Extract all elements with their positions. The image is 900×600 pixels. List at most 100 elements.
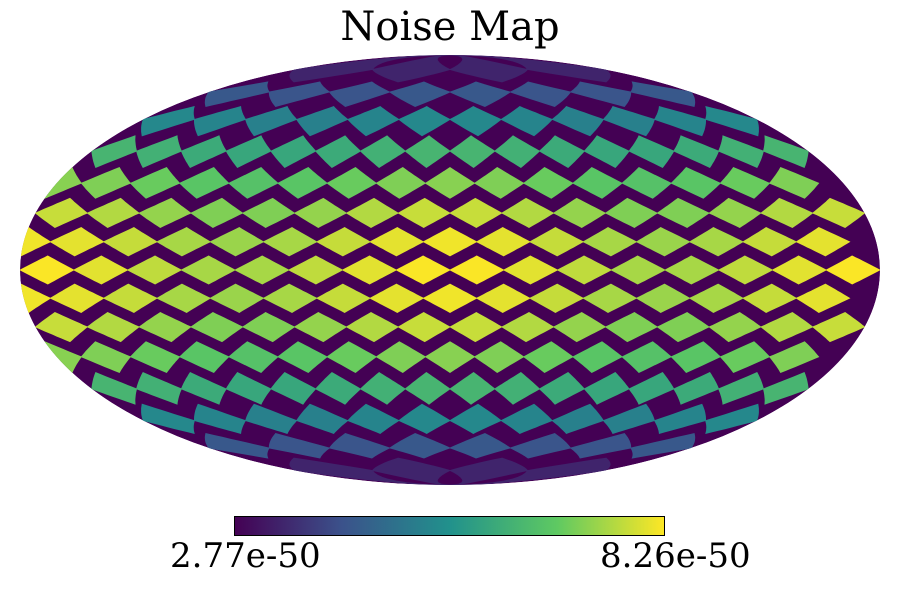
- map-cell: [509, 433, 572, 459]
- map-cell: [795, 227, 851, 257]
- map-cell: [388, 81, 452, 107]
- map-cell: [719, 341, 771, 373]
- map-cell: [572, 167, 623, 199]
- map-cell: [630, 81, 696, 107]
- map-cell: [34, 197, 89, 228]
- map-cell: [656, 312, 710, 343]
- map-cell: [341, 255, 398, 285]
- map-cell: [719, 167, 771, 199]
- map-cell: [204, 81, 270, 107]
- map-cell: [228, 341, 279, 373]
- map-cell: [708, 312, 762, 343]
- map-cell: [20, 227, 52, 257]
- map-cell: [448, 457, 529, 485]
- map-cell: [315, 135, 362, 168]
- map-cell: [475, 283, 531, 313]
- map-cell: [156, 283, 212, 313]
- map-cell: [190, 312, 244, 343]
- map-cell: [494, 135, 541, 168]
- map-cell: [422, 227, 478, 257]
- map-cell: [742, 227, 798, 257]
- map-cell: [86, 197, 140, 228]
- map-cell: [293, 197, 348, 228]
- map-cell: [397, 197, 451, 228]
- map-cell: [582, 283, 638, 313]
- map-cell: [80, 167, 132, 199]
- map-cell: [326, 167, 378, 199]
- map-cell: [500, 312, 555, 343]
- map-cell: [289, 55, 451, 83]
- map-cell: [102, 283, 158, 313]
- map-cell: [795, 283, 851, 313]
- map-cell: [209, 283, 265, 313]
- map-cell: [328, 433, 391, 459]
- map-cell: [551, 106, 605, 137]
- map-cell: [448, 55, 529, 83]
- map-cell: [295, 106, 349, 137]
- map-cell: [241, 197, 296, 228]
- map-cell: [375, 341, 427, 373]
- map-cell: [502, 255, 559, 285]
- map-cell: [448, 433, 512, 459]
- map-cell: [656, 197, 710, 228]
- map-cell: [49, 227, 105, 257]
- map-cell: [34, 312, 89, 343]
- map-cell: [289, 457, 451, 485]
- map-cell: [369, 283, 425, 313]
- map-cell: [268, 433, 331, 459]
- map-cell: [180, 255, 236, 285]
- map-cell: [80, 341, 132, 373]
- map-cell: [398, 106, 451, 137]
- map-cell: [388, 433, 452, 459]
- map-cell: [449, 312, 503, 343]
- map-cell: [20, 283, 52, 313]
- healpix-cells: [20, 55, 880, 485]
- map-cell: [180, 371, 227, 405]
- map-cell: [395, 255, 451, 285]
- map-cell: [449, 255, 505, 285]
- map-cell: [193, 403, 247, 435]
- map-cell: [241, 312, 296, 343]
- map-cell: [688, 227, 744, 257]
- map-cell: [610, 255, 666, 285]
- map-cell: [811, 197, 866, 228]
- chart-title: Noise Map: [340, 4, 560, 50]
- map-cell: [538, 372, 585, 405]
- map-cell: [494, 372, 541, 405]
- map-cell: [268, 81, 331, 107]
- map-cell: [664, 255, 720, 285]
- map-cell: [449, 372, 496, 405]
- map-cell: [328, 81, 391, 107]
- map-cell: [262, 283, 318, 313]
- map-cell: [225, 371, 272, 405]
- map-cell: [315, 227, 371, 257]
- map-cell: [768, 167, 820, 199]
- map-cell: [141, 403, 195, 435]
- map-cell: [509, 81, 572, 107]
- map-cell: [193, 105, 247, 137]
- map-cell: [178, 341, 230, 373]
- map-cell: [209, 227, 265, 257]
- map-cell: [473, 341, 525, 373]
- map-cell: [424, 167, 476, 199]
- map-cell: [369, 227, 425, 257]
- map-cell: [225, 135, 272, 169]
- map-cell: [397, 312, 451, 343]
- map-cell: [583, 135, 630, 168]
- map-cell: [424, 341, 476, 373]
- map-cell: [129, 167, 181, 199]
- map-cell: [569, 81, 632, 107]
- map-cell: [178, 167, 230, 199]
- map-cell: [326, 341, 378, 373]
- colorbar: [234, 516, 665, 536]
- colorbar-max-label: 8.26e-50: [600, 536, 751, 576]
- map-cell: [277, 341, 328, 373]
- map-cell: [582, 227, 638, 257]
- map-cell: [742, 283, 798, 313]
- map-cell: [604, 312, 659, 343]
- map-cell: [673, 135, 720, 169]
- map-cell: [556, 255, 613, 285]
- map-cell: [670, 167, 722, 199]
- map-cell: [136, 135, 182, 169]
